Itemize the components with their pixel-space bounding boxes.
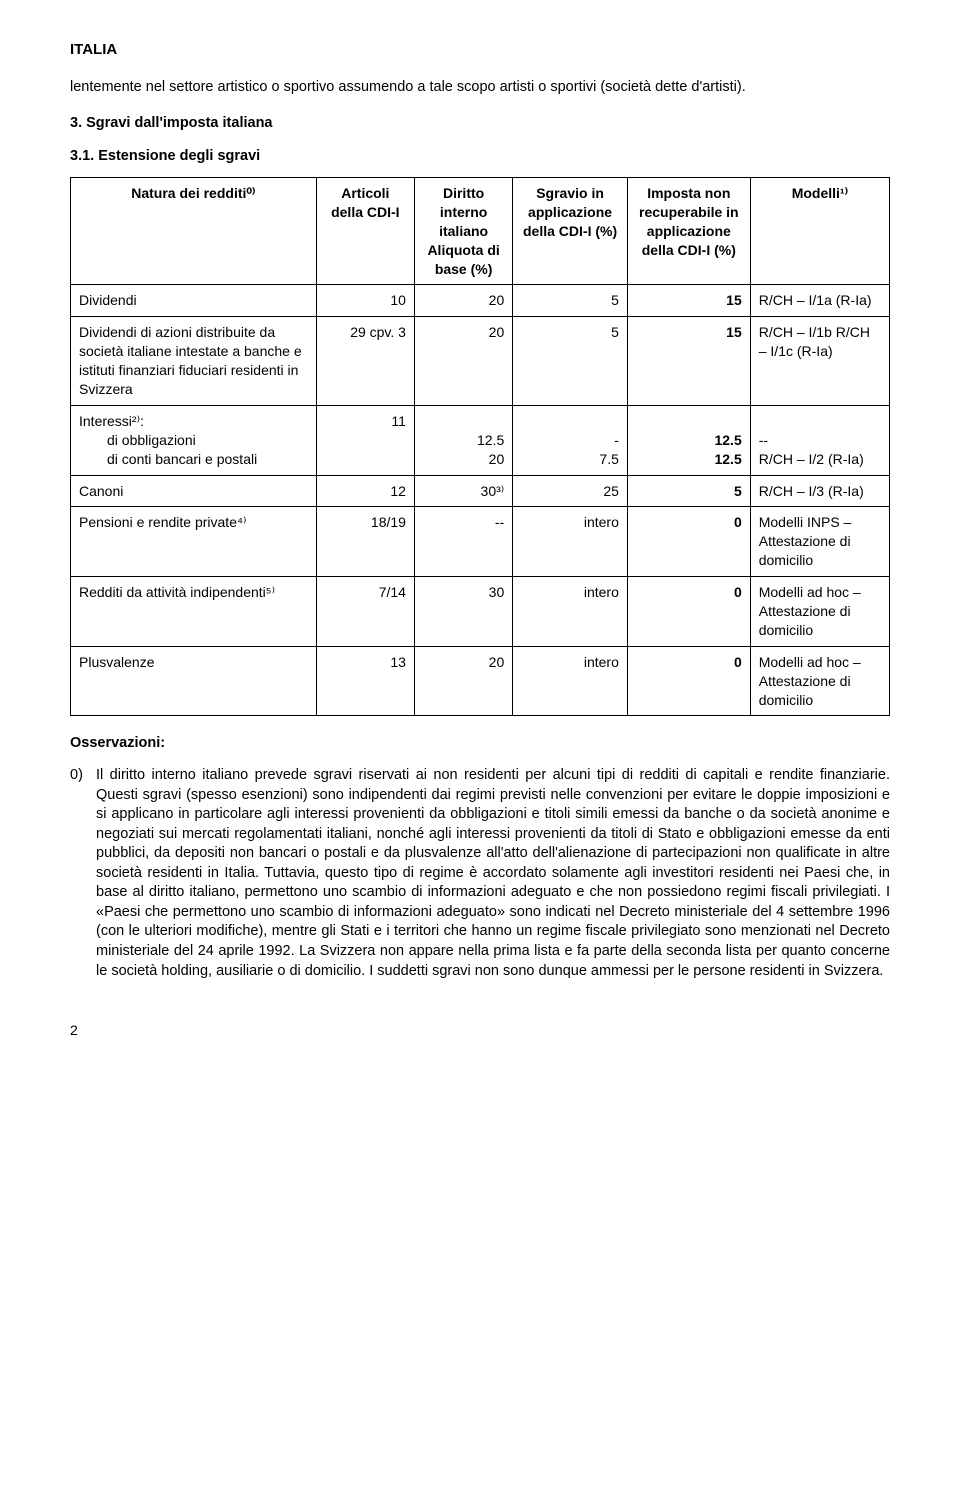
note-text: Il diritto interno italiano prevede sgra… [96,766,890,981]
cell-sgravio: intero [513,646,628,716]
cell-articoli: 11 [316,405,414,475]
th-imposta: Imposta non recuperabile in applicazione… [627,177,750,284]
table-row: Plusvalenze 13 20 intero 0 Modelli ad ho… [71,646,890,716]
table-row: Pensioni e rendite private⁴⁾ 18/19 -- in… [71,507,890,577]
val: 12.5 [477,432,504,448]
cell-sgravio: 5 [513,317,628,406]
th-diritto: Diritto interno italiano Aliquota di bas… [414,177,512,284]
cell-articoli: 29 cpv. 3 [316,317,414,406]
val: 20 [489,451,505,467]
osservazioni-title: Osservazioni: [70,734,890,754]
table-row-interessi: Interessi²⁾: di obbligazioni di conti ba… [71,405,890,475]
cell-modelli: Modelli ad hoc – Attestazione di domicil… [750,577,889,647]
sub-conti: di conti bancari e postali [79,451,257,467]
heading-3-1: 3.1. Estensione degli sgravi [70,147,890,167]
cell-natura: Dividendi di azioni distribuite da socie… [71,317,317,406]
note-index: 0) [70,766,96,981]
cell-natura: Redditi da attività indipendenti⁵⁾ [71,577,317,647]
table-row: Canoni 12 30³⁾ 25 5 R/CH – I/3 (R-Ia) [71,475,890,507]
cell-sgravio: 5 [513,285,628,317]
cell-modelli: R/CH – I/3 (R-Ia) [750,475,889,507]
cell-articoli: 7/14 [316,577,414,647]
cell-natura: Canoni [71,475,317,507]
cell-modelli: R/CH – I/1b R/CH – I/1c (R-Ia) [750,317,889,406]
cell-diritto: 30 [414,577,512,647]
table-row: Dividendi di azioni distribuite da socie… [71,317,890,406]
cell-diritto: 12.5 20 [414,405,512,475]
val: R/CH – I/2 (R-Ia) [759,451,864,467]
page-number: 2 [70,1021,890,1040]
cell-imposta: 0 [627,507,750,577]
doc-title: ITALIA [70,40,890,60]
sub-obbligazioni: di obbligazioni [79,432,196,448]
cell-articoli: 10 [316,285,414,317]
cell-natura: Dividendi [71,285,317,317]
val: 7.5 [599,451,618,467]
cell-imposta: 0 [627,577,750,647]
cell-sgravio: intero [513,507,628,577]
cell-natura: Plusvalenze [71,646,317,716]
cell-diritto: -- [414,507,512,577]
table-row: Dividendi 10 20 5 15 R/CH – I/1a (R-Ia) [71,285,890,317]
intro-paragraph: lentemente nel settore artistico o sport… [70,78,890,98]
table-row: Redditi da attività indipendenti⁵⁾ 7/14 … [71,577,890,647]
cell-imposta: 5 [627,475,750,507]
note-row: 0) Il diritto interno italiano prevede s… [70,766,890,981]
heading-3: 3. Sgravi dall'imposta italiana [70,114,890,134]
th-articoli: Articoli della CDI-I [316,177,414,284]
cell-imposta: 15 [627,317,750,406]
cell-natura: Pensioni e rendite private⁴⁾ [71,507,317,577]
cell-modelli: Modelli INPS – Attestazione di domicilio [750,507,889,577]
cell-modelli: -- R/CH – I/2 (R-Ia) [750,405,889,475]
cell-sgravio: intero [513,577,628,647]
cell-articoli: 18/19 [316,507,414,577]
cell-articoli: 13 [316,646,414,716]
cell-imposta: 12.5 12.5 [627,405,750,475]
th-sgravio: Sgravio in applicazione della CDI-I (%) [513,177,628,284]
table-header-row: Natura dei redditi⁰⁾ Articoli della CDI-… [71,177,890,284]
cell-natura: Interessi²⁾: di obbligazioni di conti ba… [71,405,317,475]
cell-diritto: 20 [414,317,512,406]
cell-sgravio: 25 [513,475,628,507]
sgravi-table: Natura dei redditi⁰⁾ Articoli della CDI-… [70,177,890,716]
cell-modelli: Modelli ad hoc – Attestazione di domicil… [750,646,889,716]
cell-imposta: 0 [627,646,750,716]
val: 12.5 [714,451,741,467]
cell-modelli: R/CH – I/1a (R-Ia) [750,285,889,317]
cell-imposta: 15 [627,285,750,317]
val: 12.5 [714,432,741,448]
cell-diritto: 30³⁾ [414,475,512,507]
cell-sgravio: - 7.5 [513,405,628,475]
interessi-label: Interessi²⁾: [79,413,144,429]
th-modelli: Modelli¹⁾ [750,177,889,284]
th-natura: Natura dei redditi⁰⁾ [71,177,317,284]
cell-diritto: 20 [414,646,512,716]
cell-articoli: 12 [316,475,414,507]
cell-diritto: 20 [414,285,512,317]
val: - [614,432,619,448]
val: -- [759,432,768,448]
